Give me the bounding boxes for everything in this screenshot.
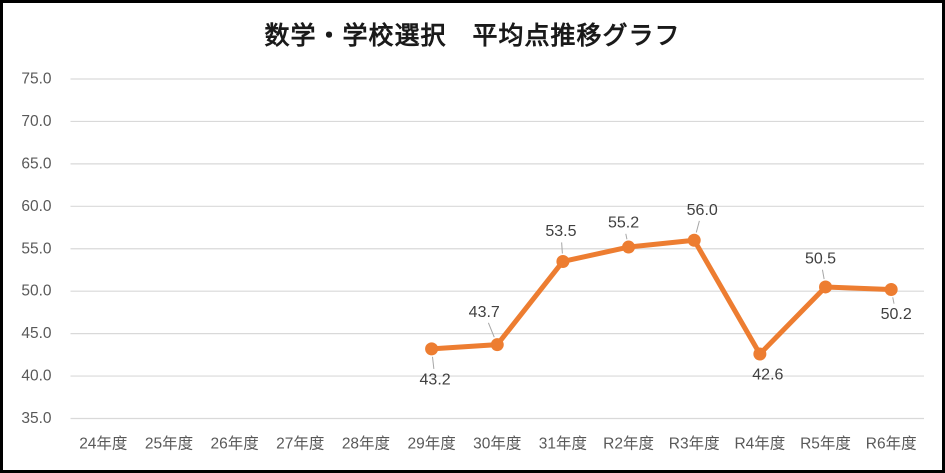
series-line	[429, 237, 894, 357]
data-point-label: 50.5	[805, 250, 836, 267]
data-point-marker	[490, 338, 504, 352]
data-point-marker	[819, 280, 833, 294]
y-axis-tick-label: 35.0	[21, 410, 52, 427]
data-point-label: 42.6	[752, 366, 783, 383]
data-point-marker	[753, 347, 767, 361]
x-axis-tick-label: 31年度	[539, 435, 587, 453]
x-axis-tick-label: 25年度	[145, 435, 193, 453]
data-point-label: 43.2	[420, 371, 451, 388]
y-axis-tick-label: 55.0	[21, 240, 52, 257]
average-score-line-chart: 75.0 70.0 65.0 60.0 55.0 50.0 45.0 40.0 35.0 24年度…	[21, 71, 924, 453]
y-axis-tick-label: 70.0	[21, 113, 52, 130]
x-axis-tick-label: R5年度	[800, 435, 851, 453]
data-label-leader-line	[561, 242, 563, 254]
y-axis-tick-label: 65.0	[21, 155, 52, 172]
x-axis-tick-label: R6年度	[866, 435, 917, 453]
x-axis-tick-label: R4年度	[734, 435, 785, 453]
x-axis-tick-label: 24年度	[79, 435, 127, 453]
data-point-marker	[425, 342, 439, 356]
data-point-marker	[622, 240, 636, 254]
data-point-label: 55.2	[608, 215, 639, 232]
y-axis-tick-label: 40.0	[21, 368, 52, 385]
data-point-label: 50.2	[881, 306, 912, 323]
x-axis-tick-label: 28年度	[342, 435, 390, 453]
x-axis-tick-label: 27年度	[276, 435, 324, 453]
y-axis-tick-label: 75.0	[21, 71, 52, 88]
y-axis-tick-label: 60.0	[21, 198, 52, 215]
data-label-leader-line	[625, 233, 628, 240]
data-point-marker	[556, 254, 570, 268]
y-axis-tick-label: 45.0	[21, 325, 52, 342]
data-label-leader-line	[695, 220, 700, 233]
chart-title: 数学・学校選択 平均点推移グラフ	[264, 22, 681, 50]
x-axis-tick-label: R3年度	[669, 435, 720, 453]
data-point-marker	[884, 282, 898, 296]
data-label-leader-line	[892, 297, 895, 304]
data-label-leader-line	[431, 356, 435, 370]
x-axis-tick-label: R2年度	[603, 435, 654, 453]
data-label-leader-line	[821, 269, 825, 280]
data-point-label: 53.5	[545, 223, 576, 240]
x-axis-tick-label: 26年度	[211, 435, 259, 453]
x-axis-tick-label: 30年度	[473, 435, 521, 453]
x-axis-tick-label: 29年度	[407, 435, 455, 453]
data-point-label: 56.0	[687, 202, 718, 219]
y-axis-tick-label: 50.0	[21, 283, 52, 300]
data-point-label: 43.7	[469, 304, 500, 321]
data-label-leader-line	[487, 322, 495, 338]
data-point-marker	[687, 233, 701, 247]
